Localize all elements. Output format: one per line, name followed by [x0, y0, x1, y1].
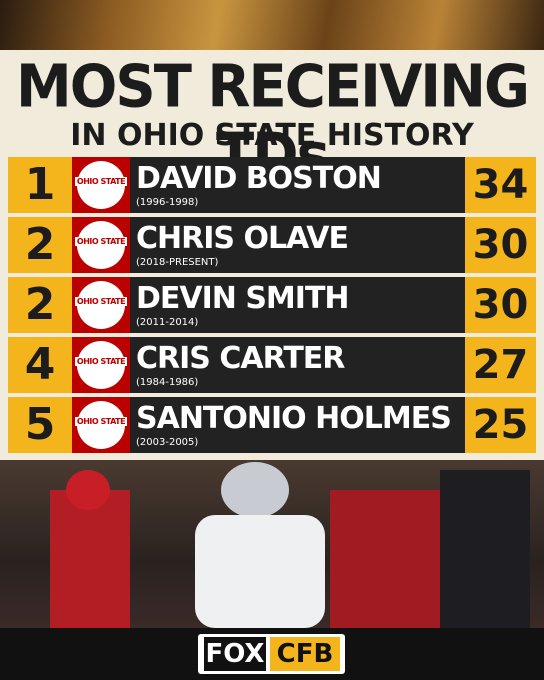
helmet	[221, 462, 289, 518]
name-cell: SANTONIO HOLMES (2003-2005)	[130, 397, 465, 453]
team-logo: OHIO STATE	[72, 217, 130, 273]
team-logo: OHIO STATE	[72, 337, 130, 393]
player-shape	[440, 470, 530, 628]
name-cell: CHRIS OLAVE (2018-PRESENT)	[130, 217, 465, 273]
table-row: 2 OHIO STATE DEVIN SMITH (2011-2014) 30	[8, 277, 536, 333]
team-logo: OHIO STATE	[72, 397, 130, 453]
player-name: SANTONIO HOLMES	[136, 401, 452, 436]
player-years: (1984-1986)	[136, 377, 199, 388]
touchdowns: 30	[465, 277, 536, 333]
network: CFB	[270, 637, 340, 671]
jersey	[195, 515, 325, 628]
rank: 1	[8, 157, 72, 213]
logo-text: OHIO STATE	[75, 357, 127, 366]
logo-text: OHIO STATE	[75, 297, 127, 306]
brand: FOX	[204, 637, 266, 671]
logo-text: OHIO STATE	[75, 177, 127, 186]
header-texture	[0, 0, 544, 50]
team-logo: OHIO STATE	[72, 157, 130, 213]
player-photo	[0, 460, 544, 628]
brand-logo: FOX CFB	[198, 634, 345, 674]
player-shape	[50, 490, 130, 628]
title: MOST RECEIVING TDs	[16, 52, 530, 190]
player-name: DEVIN SMITH	[136, 281, 350, 316]
helmet	[66, 470, 110, 510]
table-row: 4 OHIO STATE CRIS CARTER (1984-1986) 27	[8, 337, 536, 393]
player-name: CRIS CARTER	[136, 341, 345, 376]
rank: 2	[8, 277, 72, 333]
logo-text: OHIO STATE	[75, 237, 127, 246]
name-cell: DAVID BOSTON (1996-1998)	[130, 157, 465, 213]
player-name: DAVID BOSTON	[136, 161, 382, 196]
name-cell: DEVIN SMITH (2011-2014)	[130, 277, 465, 333]
player-shape	[330, 490, 440, 628]
table-row: 1 OHIO STATE DAVID BOSTON (1996-1998) 34	[8, 157, 536, 213]
logo-text: OHIO STATE	[75, 417, 127, 426]
rank: 5	[8, 397, 72, 453]
player-years: (1996-1998)	[136, 197, 199, 208]
touchdowns: 30	[465, 217, 536, 273]
touchdowns: 25	[465, 397, 536, 453]
rank: 2	[8, 217, 72, 273]
team-logo: OHIO STATE	[72, 277, 130, 333]
player-years: (2011-2014)	[136, 317, 199, 328]
touchdowns: 34	[465, 157, 536, 213]
name-cell: CRIS CARTER (1984-1986)	[130, 337, 465, 393]
player-years: (2003-2005)	[136, 437, 199, 448]
table-row: 5 OHIO STATE SANTONIO HOLMES (2003-2005) 25	[8, 397, 536, 453]
player-years: (2018-PRESENT)	[136, 257, 219, 268]
touchdowns: 27	[465, 337, 536, 393]
player-name: CHRIS OLAVE	[136, 221, 349, 256]
table-row: 2 OHIO STATE CHRIS OLAVE (2018-PRESENT) 30	[8, 217, 536, 273]
rank: 4	[8, 337, 72, 393]
subtitle: IN OHIO STATE HISTORY	[70, 118, 474, 153]
